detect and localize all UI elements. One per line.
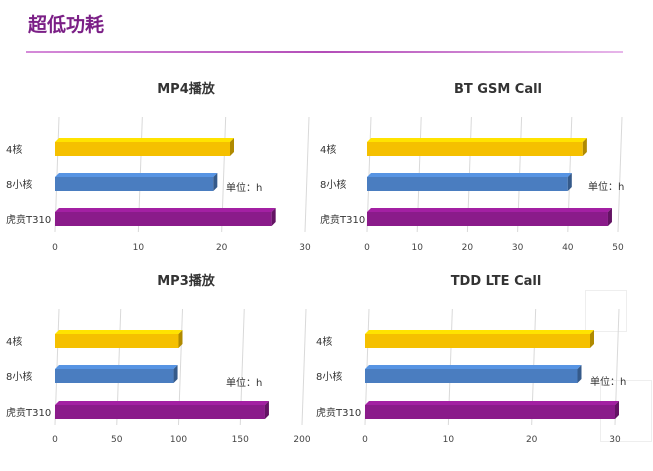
bar bbox=[55, 330, 183, 348]
unit-label: 单位：h bbox=[588, 180, 624, 193]
bar-front bbox=[55, 334, 179, 348]
gridline bbox=[301, 308, 307, 426]
category-label: 4核 bbox=[6, 335, 22, 348]
unit-label: 单位：h bbox=[226, 181, 262, 194]
gridline bbox=[617, 116, 623, 233]
bar-end bbox=[590, 330, 594, 348]
category-label: 8小核 bbox=[320, 178, 346, 191]
gridline bbox=[304, 116, 310, 233]
tick-label: 0 bbox=[364, 243, 370, 253]
bar-end bbox=[615, 401, 619, 419]
tick-label: 30 bbox=[512, 243, 524, 253]
chart-title: MP4播放 bbox=[157, 81, 216, 97]
bar-end bbox=[577, 365, 582, 383]
bar-top bbox=[55, 365, 178, 369]
bar-end bbox=[213, 173, 218, 191]
category-label: 8小核 bbox=[6, 178, 32, 191]
bar-front bbox=[365, 369, 578, 383]
category-label: 8小核 bbox=[6, 370, 32, 383]
bar-end bbox=[271, 208, 276, 226]
tick-label: 20 bbox=[216, 243, 228, 253]
unit-label: 单位：h bbox=[590, 375, 626, 388]
bar-end bbox=[582, 138, 587, 156]
bar-top bbox=[55, 138, 234, 142]
bar-front bbox=[367, 177, 568, 191]
bar-end bbox=[230, 138, 234, 156]
bar bbox=[367, 173, 572, 191]
tick-label: 40 bbox=[562, 243, 574, 253]
bar-top bbox=[365, 401, 619, 405]
category-label: 8小核 bbox=[316, 370, 342, 383]
chart-title: BT GSM Call bbox=[454, 82, 542, 97]
bar-front bbox=[55, 369, 174, 383]
category-label: 4核 bbox=[6, 143, 22, 156]
category-label: 虎贲T310 bbox=[320, 214, 365, 226]
bar bbox=[365, 365, 582, 383]
tick-label: 20 bbox=[526, 435, 538, 445]
bar bbox=[55, 173, 218, 191]
bar-front bbox=[55, 405, 265, 419]
category-label: 虎贲T310 bbox=[6, 214, 51, 226]
bar-top bbox=[55, 208, 276, 212]
bar bbox=[367, 138, 587, 156]
bar-end bbox=[567, 173, 572, 191]
bar bbox=[55, 138, 234, 156]
tick-label: 0 bbox=[362, 435, 368, 445]
title-divider bbox=[26, 51, 623, 53]
tick-label: 50 bbox=[111, 435, 123, 445]
tick-label: 30 bbox=[299, 243, 311, 253]
bar-front bbox=[367, 212, 608, 226]
bar bbox=[55, 365, 178, 383]
tick-label: 150 bbox=[232, 435, 249, 445]
chart-title: MP3播放 bbox=[157, 273, 216, 289]
tick-label: 200 bbox=[293, 435, 310, 445]
bar bbox=[365, 401, 619, 419]
category-label: 4核 bbox=[320, 143, 336, 156]
tick-label: 100 bbox=[170, 435, 187, 445]
bar-top bbox=[367, 208, 612, 212]
bar-front bbox=[367, 142, 583, 156]
bar-top bbox=[55, 401, 269, 405]
bar-front bbox=[55, 212, 272, 226]
tick-label: 10 bbox=[443, 435, 455, 445]
bar-front bbox=[365, 405, 615, 419]
bar-front bbox=[365, 334, 590, 348]
tick-label: 30 bbox=[609, 435, 621, 445]
tick-label: 10 bbox=[411, 243, 423, 253]
tick-label: 20 bbox=[462, 243, 474, 253]
unit-label: 单位：h bbox=[226, 376, 262, 389]
bar-top bbox=[367, 138, 587, 142]
bar-end bbox=[607, 208, 612, 226]
category-label: 4核 bbox=[316, 335, 332, 348]
bar bbox=[365, 330, 594, 348]
page-title: 超低功耗 bbox=[28, 14, 105, 36]
bar-end bbox=[173, 365, 178, 383]
bar-end bbox=[264, 401, 269, 419]
tick-label: 50 bbox=[612, 243, 624, 253]
bar bbox=[55, 401, 269, 419]
bar-end bbox=[178, 330, 183, 348]
category-label: 虎贲T310 bbox=[6, 407, 51, 419]
chart-title: TDD LTE Call bbox=[451, 274, 542, 289]
bar bbox=[367, 208, 612, 226]
tick-label: 10 bbox=[133, 243, 145, 253]
category-label: 虎贲T310 bbox=[316, 407, 361, 419]
bar-top bbox=[367, 173, 572, 177]
bar-top bbox=[365, 365, 582, 369]
tick-label: 0 bbox=[52, 243, 58, 253]
bar-front bbox=[55, 177, 214, 191]
bar bbox=[55, 208, 276, 226]
bar-top bbox=[365, 330, 594, 334]
tick-label: 0 bbox=[52, 435, 58, 445]
bar-front bbox=[55, 142, 230, 156]
bar-top bbox=[55, 330, 183, 334]
bar-top bbox=[55, 173, 218, 177]
background-decoration bbox=[585, 290, 627, 332]
